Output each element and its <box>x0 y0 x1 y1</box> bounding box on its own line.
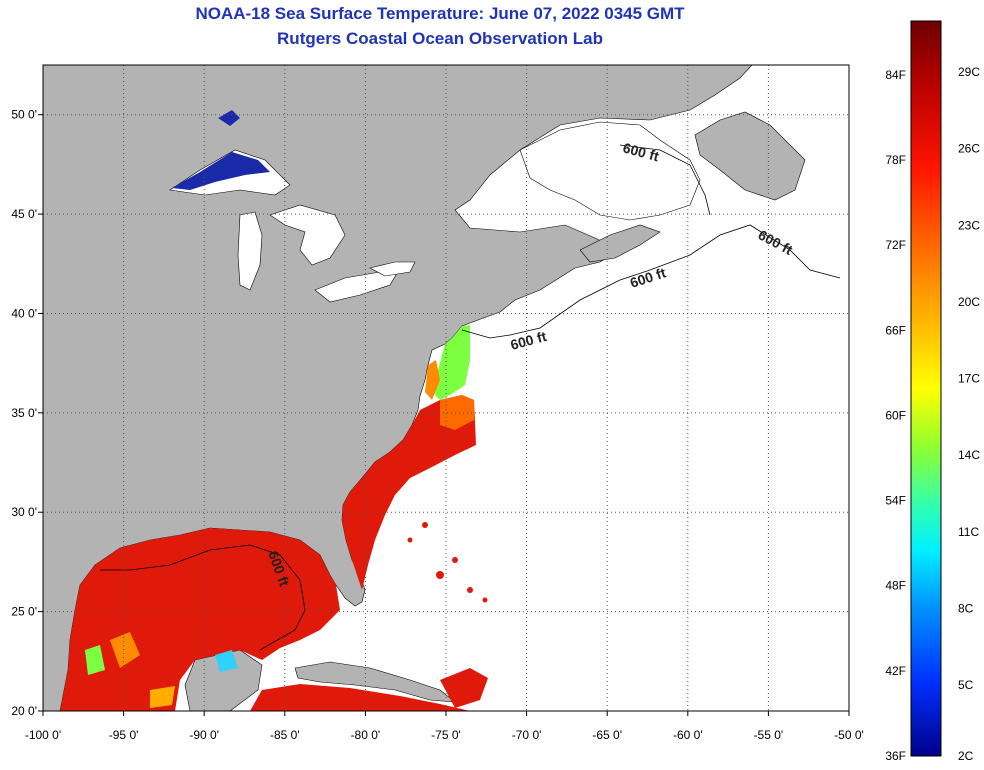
map-title: NOAA-18 Sea Surface Temperature: June 07… <box>195 4 685 23</box>
y-axis: 20 0' 25 0' 30 0' 35 0' 40 0' 45 0' 50 0' <box>11 108 43 718</box>
colorbar-c-label: 29C <box>958 65 980 79</box>
colorbar-f-label: 72F <box>885 238 906 252</box>
scattered-sst <box>407 522 488 603</box>
sst-patches <box>85 632 238 708</box>
colorbar-celsius-labels: 29C 26C 23C 20C 17C 14C 11C 8C 5C 2C <box>958 65 980 763</box>
x-tick-label: -55 0' <box>754 728 784 742</box>
land-newfoundland <box>694 111 806 201</box>
colorbar-f-label: 48F <box>885 579 906 593</box>
plot-area: 600 ft 600 ft 600 ft 600 ft 600 ft <box>43 65 849 711</box>
gulf-stream-sst <box>342 395 476 590</box>
x-axis: -100 0' -95 0' -90 0' -85 0' -80 0' -75 0' -70… <box>25 711 864 742</box>
x-tick-label: -100 0' <box>25 728 61 742</box>
colorbar-c-label: 5C <box>958 678 974 692</box>
x-tick-label: -85 0' <box>270 728 300 742</box>
colorbar-f-label: 54F <box>885 494 906 508</box>
y-tick-label: 25 0' <box>11 605 37 619</box>
y-tick-label: 50 0' <box>11 108 37 122</box>
mid-atlantic-cool-sst <box>432 325 470 400</box>
land-cuba <box>294 661 456 703</box>
colorbar-f-label: 42F <box>885 664 906 678</box>
x-tick-label: -90 0' <box>189 728 219 742</box>
colorbar-c-label: 14C <box>958 448 980 462</box>
isobath-600ft <box>100 144 841 651</box>
colorbar <box>910 20 942 757</box>
gulf-st-lawrence <box>519 121 701 221</box>
colorbar-f-label: 66F <box>885 323 906 337</box>
colorbar-c-label: 23C <box>958 218 980 232</box>
colorbar-f-label: 36F <box>885 749 906 763</box>
caribbean-sst <box>250 684 470 711</box>
map-subtitle: Rutgers Coastal Ocean Observation Lab <box>277 29 603 48</box>
y-tick-label: 45 0' <box>11 207 37 221</box>
y-tick-label: 20 0' <box>11 704 37 718</box>
colorbar-c-label: 20C <box>958 295 980 309</box>
x-tick-label: -65 0' <box>592 728 622 742</box>
chesapeake-sst <box>425 360 440 400</box>
land-nova-scotia <box>579 224 661 263</box>
lake-superior-sst <box>172 152 270 190</box>
x-tick-label: -50 0' <box>834 728 864 742</box>
gulf-of-mexico-sst <box>60 528 340 711</box>
y-tick-label: 35 0' <box>11 406 37 420</box>
x-tick-label: -70 0' <box>512 728 542 742</box>
y-tick-label: 30 0' <box>11 505 37 519</box>
x-tick-label: -95 0' <box>109 728 139 742</box>
colorbar-f-label: 60F <box>885 408 906 422</box>
x-tick-label: -75 0' <box>431 728 461 742</box>
x-tick-label: -80 0' <box>351 728 381 742</box>
colorbar-f-label: 84F <box>885 68 906 82</box>
carolina-sst <box>440 395 474 430</box>
colorbar-fahrenheit-labels: 84F 78F 72F 66F 60F 54F 48F 42F 36F <box>885 68 906 763</box>
colorbar-f-label: 78F <box>885 153 906 167</box>
x-tick-label: -60 0' <box>673 728 703 742</box>
bahamas-sst <box>440 668 488 708</box>
colorbar-c-label: 2C <box>958 749 974 763</box>
y-tick-label: 40 0' <box>11 306 37 320</box>
colorbar-c-label: 11C <box>958 525 979 539</box>
lake-nipigon-sst <box>218 110 240 126</box>
colorbar-c-label: 26C <box>958 142 980 156</box>
colorbar-c-label: 17C <box>958 372 980 386</box>
colorbar-c-label: 8C <box>958 601 974 615</box>
